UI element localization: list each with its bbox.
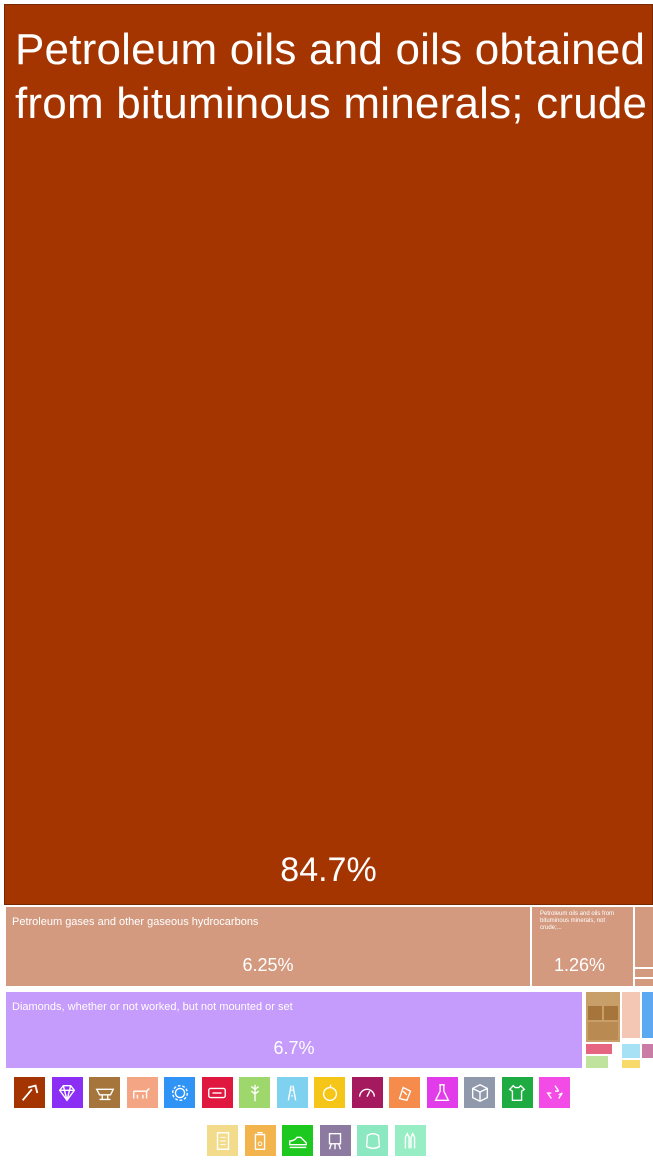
tile-value: 84.7% <box>280 851 377 889</box>
treemap-tile-small-mineral[interactable] <box>635 907 653 967</box>
treemap-tile-small-transport[interactable] <box>586 1044 612 1054</box>
animal-products-icon[interactable] <box>126 1077 158 1108</box>
stone-and-glass-icon[interactable] <box>276 1077 308 1108</box>
precious-metals-icon[interactable] <box>51 1077 83 1108</box>
tile-label: Diamonds, whether or not worked, but not… <box>12 1001 293 1013</box>
treemap-tile-small-metal[interactable] <box>588 1006 602 1020</box>
animal-hides-icon[interactable] <box>357 1125 388 1156</box>
treemap-tile-small-animal[interactable] <box>622 992 640 1038</box>
treemap-tile-small-mineral[interactable] <box>635 979 653 986</box>
treemap-tile-small-food[interactable] <box>622 1060 640 1068</box>
miscellaneous-icon[interactable] <box>464 1077 495 1108</box>
treemap-tile-small-instrument[interactable] <box>642 1044 653 1058</box>
treemap-tile-small-metal[interactable] <box>604 1006 618 1020</box>
mineral-products-icon[interactable] <box>14 1077 45 1108</box>
treemap-tile-refined-petroleum[interactable]: Petroleum oils and oils from bituminous … <box>532 907 633 986</box>
weapons-icon[interactable] <box>394 1125 426 1156</box>
textiles-icon[interactable] <box>501 1077 533 1108</box>
plastics-and-rubbers-icon[interactable] <box>389 1077 420 1108</box>
machines-icon[interactable] <box>164 1077 195 1108</box>
animal-and-vegetable-bi-products-icon[interactable] <box>244 1125 276 1156</box>
treemap-tile-small-machine[interactable] <box>642 992 653 1038</box>
paper-goods-icon[interactable] <box>207 1125 238 1156</box>
tile-label: Petroleum gases and other gaseous hydroc… <box>12 916 259 928</box>
vegetable-products-icon[interactable] <box>239 1077 270 1108</box>
chemical-products-icon[interactable] <box>426 1077 458 1108</box>
metals-icon[interactable] <box>89 1077 120 1108</box>
treemap-tile-petroleum-gases[interactable]: Petroleum gases and other gaseous hydroc… <box>6 907 530 986</box>
tile-value: 6.25% <box>242 955 294 975</box>
tile-value: 1.26% <box>554 955 606 975</box>
weapons-recycle-icon[interactable] <box>539 1077 570 1108</box>
footwear-and-headwear-icon[interactable] <box>282 1125 313 1156</box>
treemap-tile-diamonds[interactable]: Diamonds, whether or not worked, but not… <box>6 992 582 1068</box>
foodstuffs-icon[interactable] <box>314 1077 345 1108</box>
treemap-tile-small-mineral[interactable] <box>635 969 653 977</box>
art-and-antiques-icon[interactable] <box>319 1125 351 1156</box>
treemap-tile-crude-petroleum[interactable]: Petroleum oils and oils obtained from bi… <box>4 4 653 905</box>
treemap-small-tiles <box>584 992 653 1068</box>
transportation-icon[interactable] <box>201 1077 233 1108</box>
tile-label: Petroleum oils and oils from bituminous … <box>540 911 615 931</box>
instruments-icon[interactable] <box>351 1077 383 1108</box>
tile-value: 6.7% <box>273 1038 315 1058</box>
treemap-tile-small-vegetable[interactable] <box>586 1056 608 1068</box>
treemap-tile-small-stone[interactable] <box>622 1044 640 1058</box>
treemap-tile-small-metal[interactable] <box>588 1022 618 1040</box>
tile-label: Petroleum oils and oils obtained from bi… <box>15 25 648 128</box>
